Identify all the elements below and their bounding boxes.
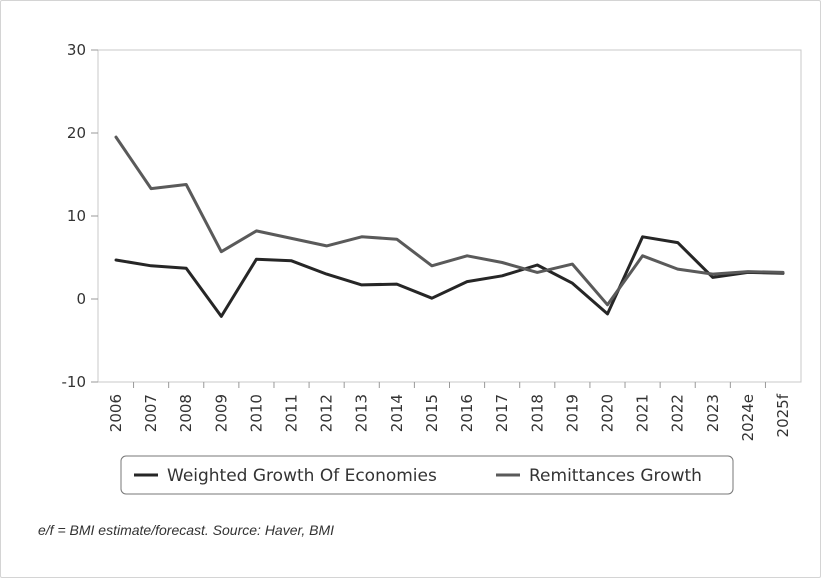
x-tick-label: 2015 [423,394,441,432]
legend-label: Weighted Growth Of Economies [167,466,437,486]
x-tick-label: 2017 [493,394,511,432]
x-tick-label: 2019 [563,394,581,432]
x-tick-label: 2020 [598,394,616,432]
x-tick-label: 2024e [739,394,757,441]
y-tick-label: -10 [62,373,87,391]
x-axis: 2006 2007 2008 2009 2010 2011 2012 2013 2014 2015… [107,382,792,441]
x-tick-label: 2013 [353,394,371,432]
x-tick-label: 2022 [669,394,687,432]
x-tick-label: 2012 [318,394,336,432]
x-tick-label: 2007 [142,394,160,432]
x-tick-label: 2023 [704,394,722,432]
y-axis: 30 20 10 0 -10 [62,41,98,391]
series-line-1 [114,235,785,318]
legend-box [120,455,734,495]
y-tick-label: 20 [67,124,86,142]
x-tick-label: 2010 [247,394,265,432]
y-tick-label: 30 [67,41,86,59]
x-tick-label: 2021 [634,394,652,432]
x-tick-label: 2025f [774,393,792,437]
y-tick-label: 0 [76,290,86,308]
legend: Weighted Growth Of Economies Remittances … [120,455,734,495]
x-tick-label: 2006 [107,394,125,432]
x-tick-label: 2008 [177,394,195,432]
x-tick-label: 2009 [212,394,230,432]
series-line-2 [114,135,785,307]
x-tick-label: 2011 [283,394,301,432]
x-tick-label: 2016 [458,394,476,432]
x-tick-label: 2014 [388,394,406,432]
legend-label: Remittances Growth [529,466,702,486]
series-layer [114,135,785,318]
x-tick-label: 2018 [528,394,546,432]
source-footnote: e/f = BMI estimate/forecast. Source: Hav… [38,522,335,538]
y-tick-label: 10 [67,207,86,225]
